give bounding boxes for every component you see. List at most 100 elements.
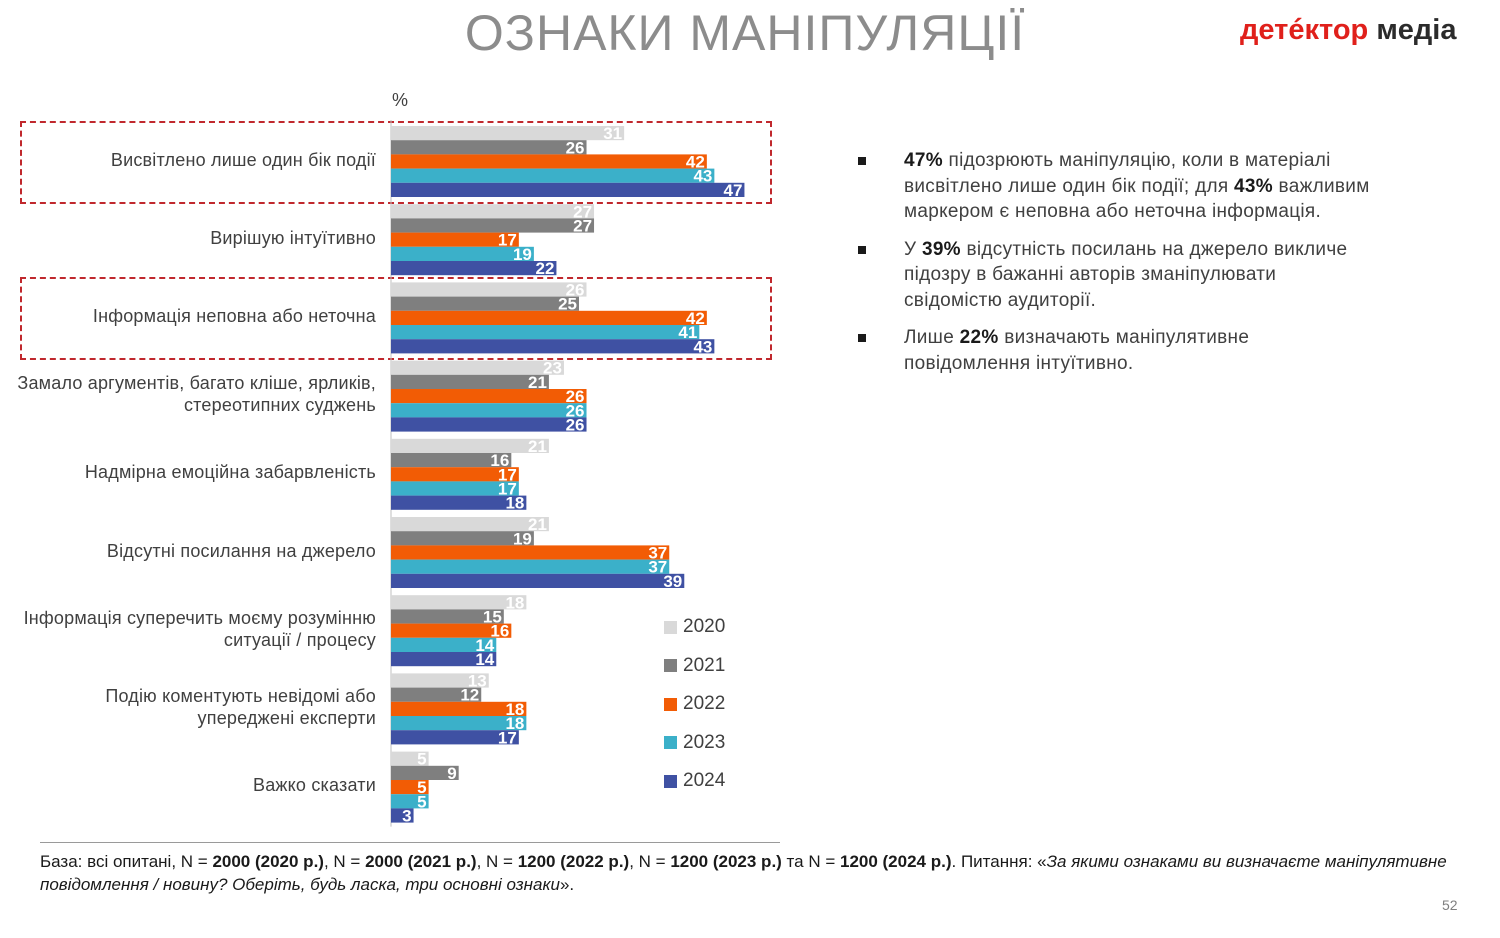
bar-2023 — [391, 168, 715, 183]
footnote-segment: та N = — [781, 852, 840, 871]
logo-text-detector: детéктор — [1240, 14, 1369, 46]
bar-2022 — [391, 701, 527, 716]
bar-value-label: 21 — [528, 437, 547, 456]
bullet-highlight: 22% — [959, 327, 999, 348]
bar-value-label: 9 — [447, 764, 456, 783]
summary-bullet: 47% підозрюють маніпуляцію, коли в матер… — [858, 148, 1378, 225]
bar-value-label: 26 — [566, 138, 585, 157]
category-label: Замало аргументів, багато кліше, ярликів… — [17, 373, 376, 416]
footnote-segment: , N = — [323, 852, 366, 871]
bar-value-label: 16 — [490, 622, 509, 641]
square-bullet-icon — [858, 334, 866, 342]
bar-2020 — [391, 595, 527, 610]
bar-value-label: 13 — [468, 672, 487, 691]
bar-2021 — [391, 531, 534, 546]
footnote-segment: 2000 (2021 р.) — [365, 852, 477, 871]
bar-value-label: 5 — [417, 750, 426, 769]
bar-2022 — [391, 154, 707, 169]
category-label: Важко сказати — [253, 775, 376, 796]
bar-2020 — [391, 517, 549, 532]
legend-label: 2023 — [683, 731, 726, 753]
bar-2023 — [391, 481, 519, 496]
bar-2023 — [391, 403, 587, 418]
category-label: Інформація неповна або неточна — [92, 305, 376, 326]
bar-2020 — [391, 751, 429, 766]
legend-item: 2024 — [664, 762, 725, 801]
bar-value-label: 43 — [693, 167, 712, 186]
bar-value-label: 43 — [693, 337, 712, 356]
bar-2024 — [391, 730, 519, 745]
bar-2021 — [391, 765, 459, 780]
category-label: Інформація суперечить моєму розумінню си… — [23, 607, 376, 650]
bar-value-label: 12 — [460, 686, 479, 705]
bar-value-label: 26 — [566, 387, 585, 406]
legend-item: 2021 — [664, 647, 725, 686]
bullet-text: відсутність посилань на джерело викличе … — [904, 238, 1348, 311]
bar-value-label: 27 — [573, 202, 592, 221]
bullet-text: визначають маніпулятивне повідомлення ін… — [904, 327, 1250, 374]
legend-label: 2022 — [683, 693, 726, 715]
bar-value-label: 21 — [528, 373, 547, 392]
bar-2020 — [391, 438, 549, 453]
bullet-highlight: 39% — [921, 238, 961, 260]
bar-value-label: 31 — [603, 124, 622, 143]
unit-label: % — [392, 90, 409, 110]
footnote-segment: , N = — [629, 852, 671, 871]
bar-value-label: 19 — [513, 245, 532, 264]
bar-value-label: 26 — [566, 401, 585, 420]
highlight-box — [20, 121, 772, 204]
bar-2022 — [391, 545, 670, 560]
square-bullet-icon — [858, 245, 866, 254]
bar-2021 — [391, 374, 549, 389]
footnote-segment: База: всі опитані, N = — [40, 852, 213, 871]
bar-2023 — [391, 716, 527, 731]
bar-2023 — [391, 637, 497, 652]
bullet-text: підозрюють маніпуляцію, коли в матеріалі… — [904, 150, 1331, 197]
bar-2020 — [391, 360, 564, 375]
bar-2022 — [391, 310, 707, 325]
legend-label: 2024 — [683, 770, 726, 792]
bullet-highlight: 43% — [1234, 175, 1273, 197]
bar-2021 — [391, 609, 504, 624]
category-label: Висвітлено лише один бік події — [110, 149, 376, 170]
bar-2024 — [391, 339, 715, 354]
bar-value-label: 17 — [498, 480, 517, 499]
bar-2023 — [391, 559, 670, 574]
bar-value-label: 21 — [528, 515, 547, 534]
page-title: ОЗНАКИ МАНІПУЛЯЦІЇ — [464, 5, 1026, 61]
bar-value-label: 26 — [566, 281, 585, 300]
bar-value-label: 42 — [686, 309, 705, 328]
legend-swatch — [664, 736, 677, 750]
bar-value-label: 25 — [558, 295, 577, 314]
footnote-segment: За якими ознаками ви визначаєте маніпуля… — [40, 852, 1447, 894]
bar-2022 — [391, 780, 429, 795]
category-label: Відсутні посилання на джерело — [106, 540, 376, 561]
bar-value-label: 42 — [686, 153, 705, 172]
bar-value-label: 26 — [566, 416, 585, 435]
bar-2024 — [391, 182, 745, 197]
bar-value-label: 18 — [505, 700, 524, 719]
bar-2020 — [391, 126, 625, 141]
bar-2024 — [391, 652, 497, 667]
bar-2024 — [391, 261, 557, 276]
bar-2022 — [391, 389, 587, 404]
footnote-segment: 1200 (2023 р.) — [670, 852, 782, 871]
logo-text-media: медіа — [1376, 14, 1457, 46]
bar-value-label: 5 — [417, 792, 426, 811]
bar-value-label: 47 — [724, 181, 743, 200]
legend-label: 2021 — [683, 654, 726, 676]
bullet-text: важливим маркером є неповна або неточна … — [904, 175, 1370, 223]
legend-item: 2022 — [664, 685, 725, 724]
legend-item: 2020 — [664, 608, 725, 647]
footnote-segment: , N = — [476, 852, 518, 871]
legend-swatch — [664, 659, 677, 673]
legend-swatch — [664, 697, 677, 711]
bar-2024 — [391, 417, 587, 432]
footnote-segment: 1200 (2024 р.) — [839, 852, 952, 871]
bar-2020 — [391, 282, 587, 297]
legend-item: 2023 — [664, 724, 725, 763]
